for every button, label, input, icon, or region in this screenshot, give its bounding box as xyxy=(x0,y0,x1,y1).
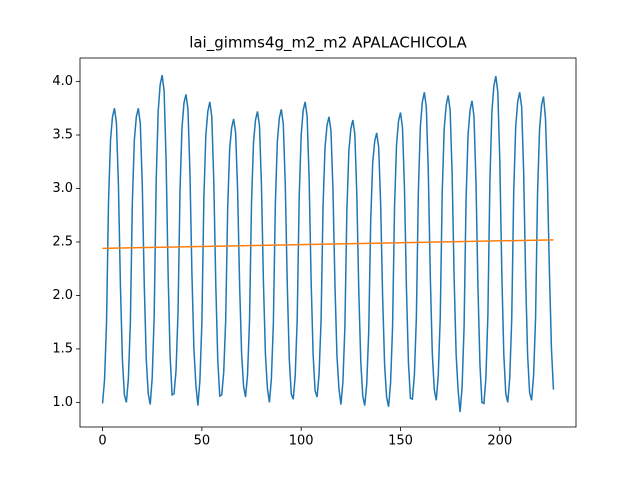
y-tick-label: 3.5 xyxy=(52,128,73,143)
y-tick-label: 1.5 xyxy=(52,341,73,356)
y-tick-label: 4.0 xyxy=(52,74,73,89)
x-tick-label: 0 xyxy=(98,434,106,449)
y-tick-label: 3.0 xyxy=(52,181,73,196)
y-tick-label: 1.0 xyxy=(52,395,73,410)
axes-frame xyxy=(79,57,577,428)
x-tick-label: 150 xyxy=(388,434,413,449)
x-tick-label: 50 xyxy=(194,434,211,449)
line-series xyxy=(102,239,554,250)
y-tick-label: 2.0 xyxy=(52,288,73,303)
y-tick-label: 2.5 xyxy=(52,234,73,249)
line-series xyxy=(101,74,555,413)
x-tick-label: 100 xyxy=(289,434,314,449)
x-tick-label: 200 xyxy=(487,434,512,449)
chart-title: lai_gimms4g_m2_m2 APALACHICOLA xyxy=(189,34,467,53)
